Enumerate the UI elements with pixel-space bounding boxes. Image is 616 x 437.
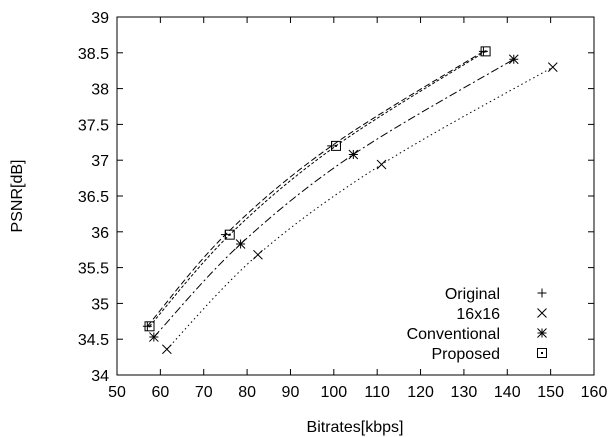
y-tick-label: 36.5	[78, 189, 109, 206]
x-axis-label: Bitrates[kbps]	[307, 419, 404, 436]
x-tick-label: 140	[494, 384, 521, 401]
x-tick-label: 80	[238, 384, 256, 401]
series-line-original	[146, 50, 484, 327]
data-point-16x16	[376, 159, 387, 170]
series-markers	[142, 46, 558, 355]
y-tick-label: 39	[91, 10, 109, 27]
data-point-conventional	[235, 239, 246, 249]
x-tick-label: 110	[364, 384, 390, 401]
legend-label: Proposed	[432, 346, 501, 363]
data-point-16x16	[162, 344, 172, 355]
data-point-proposed-dot	[148, 325, 151, 328]
x-tick-label: 50	[108, 384, 126, 401]
y-tick-label: 37	[91, 153, 109, 170]
legend-marker	[537, 328, 547, 338]
y-tick-label: 38	[91, 82, 109, 99]
legend-marker	[537, 288, 547, 298]
y-tick-label: 34	[91, 368, 109, 385]
x-tick-label: 70	[195, 384, 213, 401]
series-line-16x16	[166, 66, 554, 350]
legend-label: Original	[445, 286, 500, 303]
axis-ticks: 50 60 70 80 90 100 110 120 130 140 150 160 34 34.5 35 3…	[78, 10, 608, 401]
data-point-proposed-dot	[334, 144, 337, 147]
data-point-16x16	[547, 62, 558, 72]
legend-marker	[537, 348, 547, 358]
legend-label: Conventional	[407, 326, 500, 343]
plot-area	[116, 16, 595, 376]
data-point-conventional	[348, 149, 359, 160]
y-axis-label: PSNR[dB]	[9, 160, 26, 233]
legend-marker	[537, 308, 547, 318]
y-tick-label: 37.5	[78, 117, 109, 134]
data-point-proposed	[144, 321, 155, 332]
x-tick-label: 150	[537, 384, 564, 401]
series-line-conventional	[153, 58, 515, 338]
data-point-16x16	[253, 249, 263, 260]
data-point-proposed	[330, 140, 341, 151]
data-point-conventional	[149, 332, 159, 342]
series-lines	[146, 50, 554, 350]
x-tick-label: 100	[320, 384, 347, 401]
data-point-proposed	[480, 46, 491, 57]
data-point-proposed-dot	[484, 50, 487, 53]
data-point-conventional	[508, 54, 519, 65]
legend-label: 16x16	[456, 306, 500, 323]
y-tick-label: 35.5	[78, 261, 109, 278]
legend: Original 16x16 Conventional Proposed	[407, 286, 547, 363]
x-tick-label: 60	[151, 384, 169, 401]
series-line-proposed	[149, 50, 486, 327]
y-tick-label: 36	[91, 225, 109, 242]
plot-frame	[116, 16, 595, 376]
x-tick-label: 130	[451, 384, 478, 401]
x-tick-label: 120	[407, 384, 434, 401]
data-point-proposed-dot	[228, 233, 231, 236]
data-point-proposed	[224, 229, 235, 240]
x-tick-label: 90	[282, 384, 300, 401]
y-tick-label: 38.5	[78, 46, 109, 63]
legend-marker-dot	[541, 352, 543, 354]
x-tick-label: 160	[581, 384, 608, 401]
y-tick-label: 35	[91, 296, 109, 313]
y-tick-label: 34.5	[78, 332, 109, 349]
